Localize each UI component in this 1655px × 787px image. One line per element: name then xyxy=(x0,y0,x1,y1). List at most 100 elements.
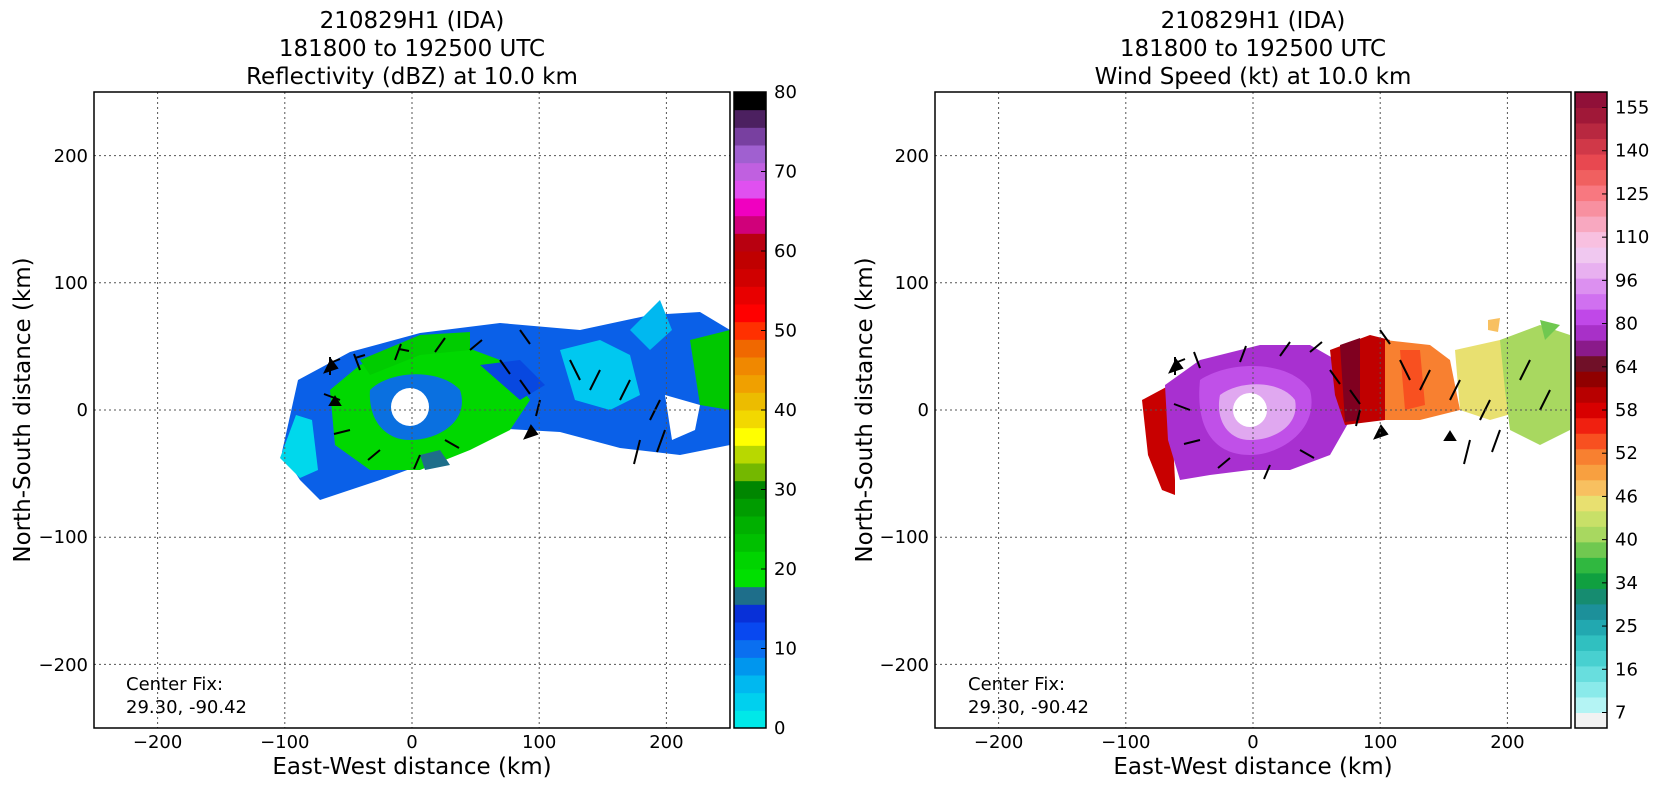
colorbar-tick-label: 10 xyxy=(774,639,797,660)
title-line-3: Reflectivity (dBZ) at 10.0 km xyxy=(246,64,578,90)
colorbar-swatch xyxy=(734,710,766,729)
colorbar-swatch xyxy=(1575,402,1607,419)
center-fix-value: 29.30, -90.42 xyxy=(126,697,247,718)
colorbar-swatch xyxy=(734,463,766,482)
colorbar-tick-label: 50 xyxy=(774,321,797,342)
colorbar-tick-label: 58 xyxy=(1615,400,1638,421)
reflectivity-panel: 210829H1 (IDA) 181800 to 192500 UTC Refl… xyxy=(10,8,797,780)
title-line-2: 181800 to 192500 UTC xyxy=(279,36,545,62)
colorbar-swatch xyxy=(734,251,766,270)
colorbar-swatch xyxy=(734,215,766,234)
colorbar-tick-label: 46 xyxy=(1615,486,1638,507)
colorbar-tick-label: 96 xyxy=(1615,270,1638,291)
colorbar-swatch xyxy=(734,427,766,446)
colorbar-swatch xyxy=(734,586,766,605)
x-axis-label: East-West distance (km) xyxy=(1113,754,1392,780)
reflectivity-colorbar: 0 10 20 30 40 50 60 70 80 xyxy=(733,82,797,739)
colorbar-swatch xyxy=(1575,92,1607,109)
center-fix-value: 29.30, -90.42 xyxy=(968,697,1089,718)
colorbar-tick-label: 64 xyxy=(1615,357,1638,378)
colorbar-swatch xyxy=(1575,324,1607,341)
colorbar-swatch xyxy=(1575,495,1607,512)
y-tick-label: 100 xyxy=(895,273,929,294)
wind-barbs xyxy=(323,329,666,470)
colorbar-swatch xyxy=(734,198,766,217)
colorbar-swatch xyxy=(1575,634,1607,651)
colorbar-swatch xyxy=(1575,464,1607,481)
colorbar-swatch xyxy=(1575,309,1607,326)
colorbar-tick-label: 80 xyxy=(1615,314,1638,335)
colorbar-swatch xyxy=(734,92,766,111)
colorbar-swatch xyxy=(734,304,766,323)
colorbar-swatch xyxy=(1575,386,1607,403)
colorbar-swatch xyxy=(1575,262,1607,279)
colorbar-swatch xyxy=(1575,619,1607,636)
colorbar-swatch xyxy=(1575,293,1607,310)
colorbar-swatch xyxy=(1575,200,1607,217)
colorbar-swatch xyxy=(734,533,766,552)
x-tick-labels: −200 −100 0 100 200 xyxy=(133,732,684,753)
y-tick-label: 0 xyxy=(918,400,929,421)
colorbar-tick-label: 125 xyxy=(1615,184,1649,205)
reflectivity-field xyxy=(280,300,730,500)
colorbar-swatch xyxy=(1575,154,1607,171)
colorbar-tick-label: 40 xyxy=(1615,530,1638,551)
y-tick-labels: 200 100 0 −100 −200 xyxy=(880,146,929,676)
colorbar-swatch xyxy=(1575,526,1607,543)
y-axis-label: North-South distance (km) xyxy=(10,257,36,562)
colorbar-swatch xyxy=(1575,479,1607,496)
colorbar-swatch xyxy=(1575,169,1607,186)
axes-frame xyxy=(93,91,731,729)
colorbar-swatch xyxy=(1575,417,1607,434)
y-tick-label: 200 xyxy=(895,146,929,167)
colorbar-swatch xyxy=(734,339,766,358)
colorbar-tick-label: 110 xyxy=(1615,227,1649,248)
colorbar-swatch xyxy=(734,569,766,588)
colorbar-swatch xyxy=(734,357,766,376)
x-tick-label: −100 xyxy=(260,732,309,753)
colorbar-tick-label: 0 xyxy=(774,718,785,739)
colorbar-tick-label: 7 xyxy=(1615,702,1626,723)
center-fix-label: Center Fix: xyxy=(968,674,1065,695)
colorbar-swatch xyxy=(734,445,766,464)
y-tick-label: −100 xyxy=(39,527,88,548)
colorbar-tick-label: 52 xyxy=(1615,443,1638,464)
title-line-1: 210829H1 (IDA) xyxy=(320,8,505,34)
colorbar-swatch xyxy=(1575,278,1607,295)
grid xyxy=(935,92,1571,728)
colorbar-swatch xyxy=(734,516,766,535)
colorbar-swatch xyxy=(734,675,766,694)
colorbar-tick-label: 140 xyxy=(1615,141,1649,162)
plot-area xyxy=(935,92,1571,728)
colorbar-swatch xyxy=(1575,231,1607,248)
colorbar-swatch xyxy=(1575,340,1607,357)
colorbar-swatch xyxy=(734,551,766,570)
colorbar-swatch xyxy=(1575,107,1607,124)
colorbar-swatch xyxy=(734,498,766,517)
colorbar-swatch xyxy=(734,180,766,199)
colorbar-swatch xyxy=(734,622,766,641)
colorbar-tick-label: 25 xyxy=(1615,616,1638,637)
colorbar-swatch xyxy=(734,692,766,711)
colorbar-swatch xyxy=(1575,185,1607,202)
colorbar-tick-label: 40 xyxy=(774,400,797,421)
colorbar-swatch xyxy=(734,604,766,623)
colorbar-swatch xyxy=(1575,247,1607,264)
colorbar-swatch xyxy=(734,321,766,340)
colorbar-swatch xyxy=(1575,588,1607,605)
y-tick-label: −200 xyxy=(880,655,929,676)
colorbar-swatch xyxy=(1575,712,1607,729)
colorbar-swatch xyxy=(1575,650,1607,667)
y-tick-label: 0 xyxy=(77,400,88,421)
title-line-2: 181800 to 192500 UTC xyxy=(1120,36,1386,62)
colorbar-swatch xyxy=(1575,216,1607,233)
colorbar-swatch xyxy=(1575,681,1607,698)
x-tick-label: 200 xyxy=(649,732,683,753)
x-tick-label: 0 xyxy=(1247,732,1258,753)
x-tick-label: 200 xyxy=(1490,732,1524,753)
colorbar-swatch xyxy=(1575,138,1607,155)
colorbar-swatch xyxy=(734,233,766,252)
colorbar-swatch xyxy=(734,480,766,499)
colorbar-tick-label: 70 xyxy=(774,162,797,183)
